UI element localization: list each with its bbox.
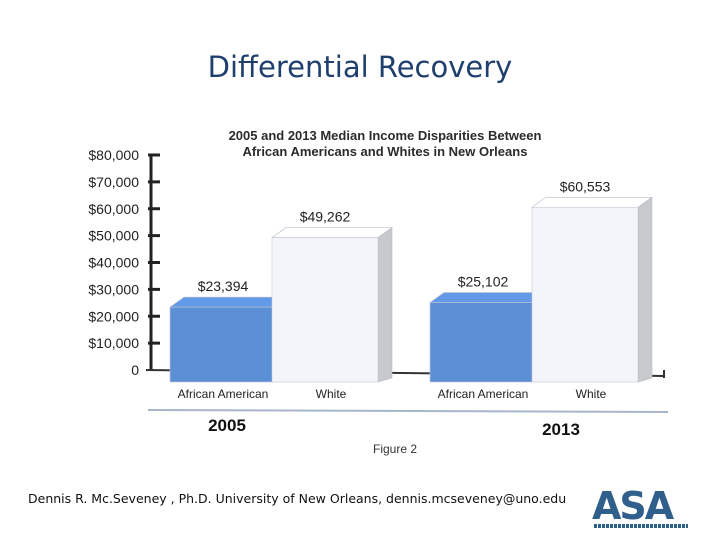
bar-side-face xyxy=(637,196,653,383)
bar-category-label: African American xyxy=(178,387,269,401)
bar-category-label: White xyxy=(316,387,347,401)
footer-credit: Dennis R. Mc.Seveney , Ph.D. University … xyxy=(28,491,567,506)
y-tick-label: $40,000 xyxy=(88,255,139,271)
y-tick-label: $20,000 xyxy=(88,308,139,324)
bar-side-face xyxy=(377,227,393,383)
y-tick-label: 0 xyxy=(131,362,139,378)
bar-category-label: White xyxy=(576,387,607,401)
y-tick-label: $80,000 xyxy=(88,147,139,163)
group-divider-line xyxy=(147,409,669,413)
asa-logo: ASA xyxy=(592,487,688,529)
group-label-2005: 2005 xyxy=(208,416,246,435)
bar-2013-white xyxy=(531,206,639,383)
chart-title-line: 2005 and 2013 Median Income Disparities … xyxy=(229,128,542,143)
bar-value-label: $49,262 xyxy=(300,209,351,225)
y-tick-label: $10,000 xyxy=(88,335,139,351)
slide-title: Differential Recovery xyxy=(207,50,513,84)
figure-caption: Figure 2 xyxy=(373,442,417,456)
group-label-2013: 2013 xyxy=(542,420,580,439)
bar-category-label: African American xyxy=(438,387,529,401)
bar-value-label: $60,553 xyxy=(560,178,611,194)
y-tick-label: $60,000 xyxy=(88,201,139,217)
y-tick-label: $70,000 xyxy=(88,174,139,190)
bar-top-face xyxy=(531,196,653,208)
bar-2013-african-american xyxy=(429,302,537,383)
y-tick-label: $50,000 xyxy=(88,228,139,244)
y-tick-label: $30,000 xyxy=(88,281,139,297)
chart-title-line: African Americans and Whites in New Orle… xyxy=(243,144,528,159)
bar-value-label: $25,102 xyxy=(458,274,509,290)
bar-2005-african-american xyxy=(169,306,277,383)
bar-value-label: $23,394 xyxy=(198,278,249,294)
asa-logo-text: ASA xyxy=(592,484,674,528)
bar-top-face xyxy=(271,227,393,238)
bar-2005-white xyxy=(271,237,379,383)
asa-logo-subline xyxy=(594,524,688,528)
